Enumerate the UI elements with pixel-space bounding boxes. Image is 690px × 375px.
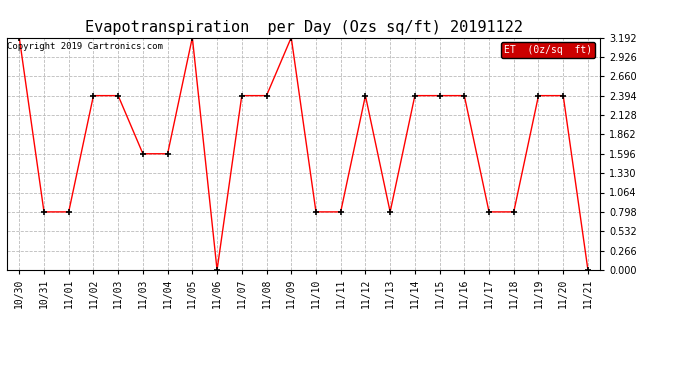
Legend: ET  (0z/sq  ft): ET (0z/sq ft): [502, 42, 595, 58]
Text: Copyright 2019 Cartronics.com: Copyright 2019 Cartronics.com: [8, 42, 164, 51]
Title: Evapotranspiration  per Day (Ozs sq/ft) 20191122: Evapotranspiration per Day (Ozs sq/ft) 2…: [85, 20, 522, 35]
